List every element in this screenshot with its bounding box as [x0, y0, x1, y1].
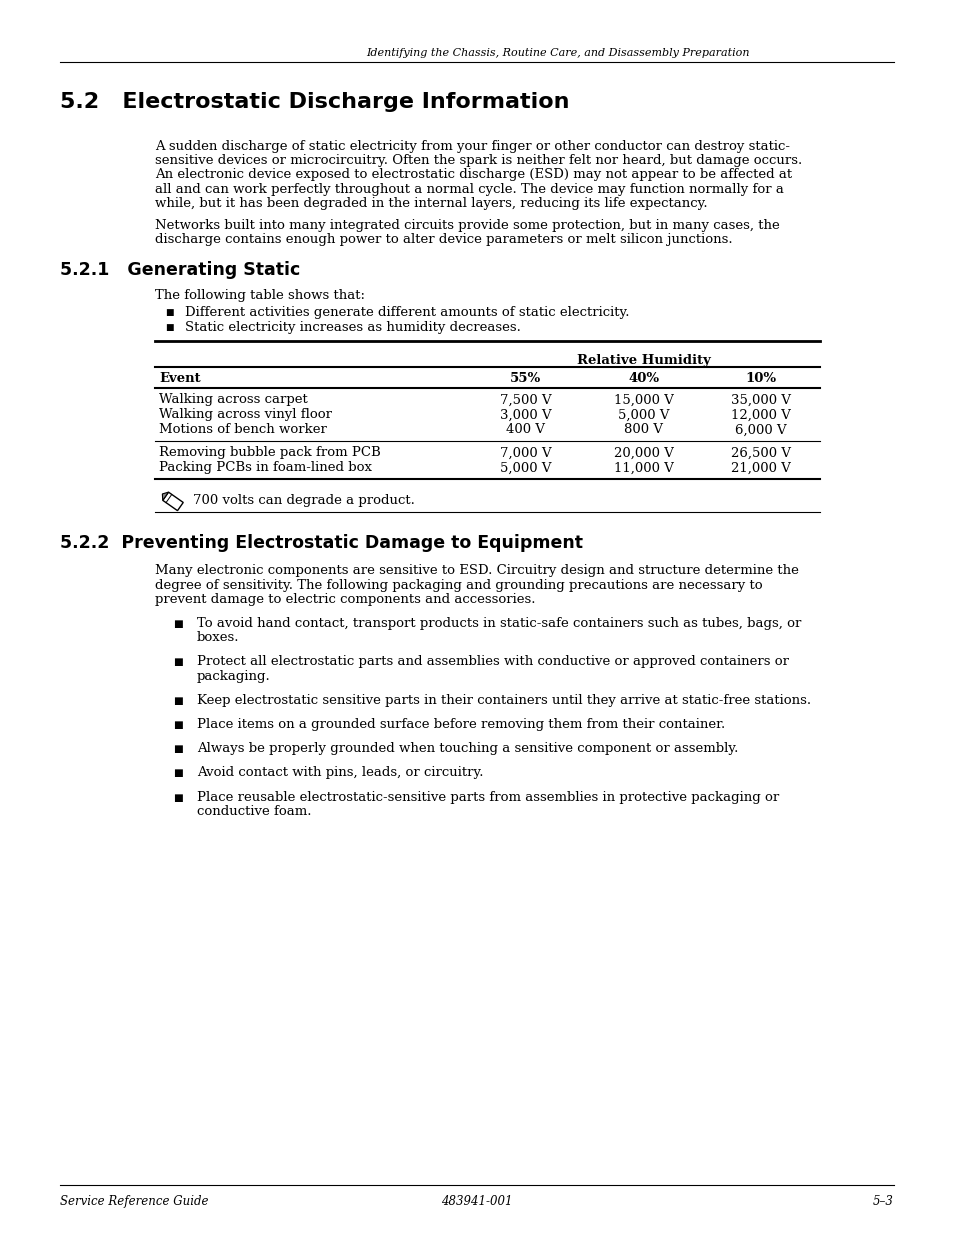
Text: Place reusable electrostatic-sensitive parts from assemblies in protective packa: Place reusable electrostatic-sensitive p…: [196, 790, 779, 804]
Text: Place items on a grounded surface before removing them from their container.: Place items on a grounded surface before…: [196, 718, 724, 731]
Text: 7,500 V: 7,500 V: [499, 394, 551, 406]
Text: 15,000 V: 15,000 V: [614, 394, 673, 406]
Text: 800 V: 800 V: [624, 424, 662, 436]
Text: ■: ■: [172, 720, 183, 730]
Text: 6,000 V: 6,000 V: [735, 424, 786, 436]
Text: The following table shows that:: The following table shows that:: [154, 289, 365, 303]
Text: To avoid hand contact, transport products in static-safe containers such as tube: To avoid hand contact, transport product…: [196, 618, 801, 630]
Text: 5–3: 5–3: [872, 1195, 893, 1208]
Text: 5.2   Electrostatic Discharge Information: 5.2 Electrostatic Discharge Information: [60, 91, 569, 112]
Text: Protect all electrostatic parts and assemblies with conductive or approved conta: Protect all electrostatic parts and asse…: [196, 656, 788, 668]
Text: 21,000 V: 21,000 V: [730, 462, 790, 474]
Text: Motions of bench worker: Motions of bench worker: [159, 424, 327, 436]
Text: 40%: 40%: [628, 373, 659, 385]
Text: Event: Event: [159, 373, 200, 385]
Text: 5.2.1   Generating Static: 5.2.1 Generating Static: [60, 262, 300, 279]
Text: ■: ■: [172, 793, 183, 803]
Text: 11,000 V: 11,000 V: [614, 462, 673, 474]
Text: 12,000 V: 12,000 V: [730, 409, 790, 421]
Text: Walking across carpet: Walking across carpet: [159, 394, 308, 406]
Text: 400 V: 400 V: [506, 424, 545, 436]
Text: 55%: 55%: [510, 373, 541, 385]
Text: prevent damage to electric components and accessories.: prevent damage to electric components an…: [154, 593, 535, 606]
Text: all and can work perfectly throughout a normal cycle. The device may function no: all and can work perfectly throughout a …: [154, 183, 783, 195]
Text: while, but it has been degraded in the internal layers, reducing its life expect: while, but it has been degraded in the i…: [154, 196, 707, 210]
Text: ■: ■: [172, 768, 183, 778]
Text: discharge contains enough power to alter device parameters or melt silicon junct: discharge contains enough power to alter…: [154, 233, 732, 246]
Text: Avoid contact with pins, leads, or circuitry.: Avoid contact with pins, leads, or circu…: [196, 767, 483, 779]
Text: 3,000 V: 3,000 V: [499, 409, 551, 421]
Text: Networks built into many integrated circuits provide some protection, but in man: Networks built into many integrated circ…: [154, 219, 779, 232]
Text: 7,000 V: 7,000 V: [499, 446, 551, 459]
Text: An electronic device exposed to electrostatic discharge (ESD) may not appear to : An electronic device exposed to electros…: [154, 168, 791, 182]
Text: 483941-001: 483941-001: [441, 1195, 512, 1208]
Text: Different activities generate different amounts of static electricity.: Different activities generate different …: [185, 306, 629, 320]
Text: 10%: 10%: [744, 373, 776, 385]
Text: conductive foam.: conductive foam.: [196, 805, 312, 818]
Text: ■: ■: [172, 695, 183, 705]
Text: Packing PCBs in foam-lined box: Packing PCBs in foam-lined box: [159, 462, 372, 474]
Text: sensitive devices or microcircuitry. Often the spark is neither felt nor heard, : sensitive devices or microcircuitry. Oft…: [154, 154, 801, 167]
Text: 5,000 V: 5,000 V: [499, 462, 551, 474]
Text: Always be properly grounded when touching a sensitive component or assembly.: Always be properly grounded when touchin…: [196, 742, 738, 755]
Text: Removing bubble pack from PCB: Removing bubble pack from PCB: [159, 446, 380, 459]
Text: boxes.: boxes.: [196, 631, 239, 645]
Text: degree of sensitivity. The following packaging and grounding precautions are nec: degree of sensitivity. The following pac…: [154, 579, 761, 592]
Text: Static electricity increases as humidity decreases.: Static electricity increases as humidity…: [185, 321, 520, 335]
Text: ■: ■: [172, 657, 183, 667]
Text: A sudden discharge of static electricity from your finger or other conductor can: A sudden discharge of static electricity…: [154, 140, 789, 153]
Text: ■: ■: [165, 324, 173, 332]
Text: 700 volts can degrade a product.: 700 volts can degrade a product.: [193, 494, 415, 508]
Text: Relative Humidity: Relative Humidity: [576, 354, 710, 367]
Text: Identifying the Chassis, Routine Care, and Disassembly Preparation: Identifying the Chassis, Routine Care, a…: [366, 48, 749, 58]
Text: packaging.: packaging.: [196, 669, 271, 683]
Text: ■: ■: [172, 745, 183, 755]
Text: 5.2.2  Preventing Electrostatic Damage to Equipment: 5.2.2 Preventing Electrostatic Damage to…: [60, 535, 582, 552]
Text: 26,500 V: 26,500 V: [730, 446, 790, 459]
Text: ■: ■: [172, 619, 183, 629]
Text: Many electronic components are sensitive to ESD. Circuitry design and structure : Many electronic components are sensitive…: [154, 564, 798, 578]
Text: 35,000 V: 35,000 V: [730, 394, 790, 406]
Polygon shape: [162, 492, 169, 500]
Text: 20,000 V: 20,000 V: [614, 446, 673, 459]
Text: Walking across vinyl floor: Walking across vinyl floor: [159, 409, 332, 421]
Text: Keep electrostatic sensitive parts in their containers until they arrive at stat: Keep electrostatic sensitive parts in th…: [196, 694, 810, 706]
Text: 5,000 V: 5,000 V: [618, 409, 669, 421]
Text: Service Reference Guide: Service Reference Guide: [60, 1195, 209, 1208]
Text: ■: ■: [165, 309, 173, 317]
